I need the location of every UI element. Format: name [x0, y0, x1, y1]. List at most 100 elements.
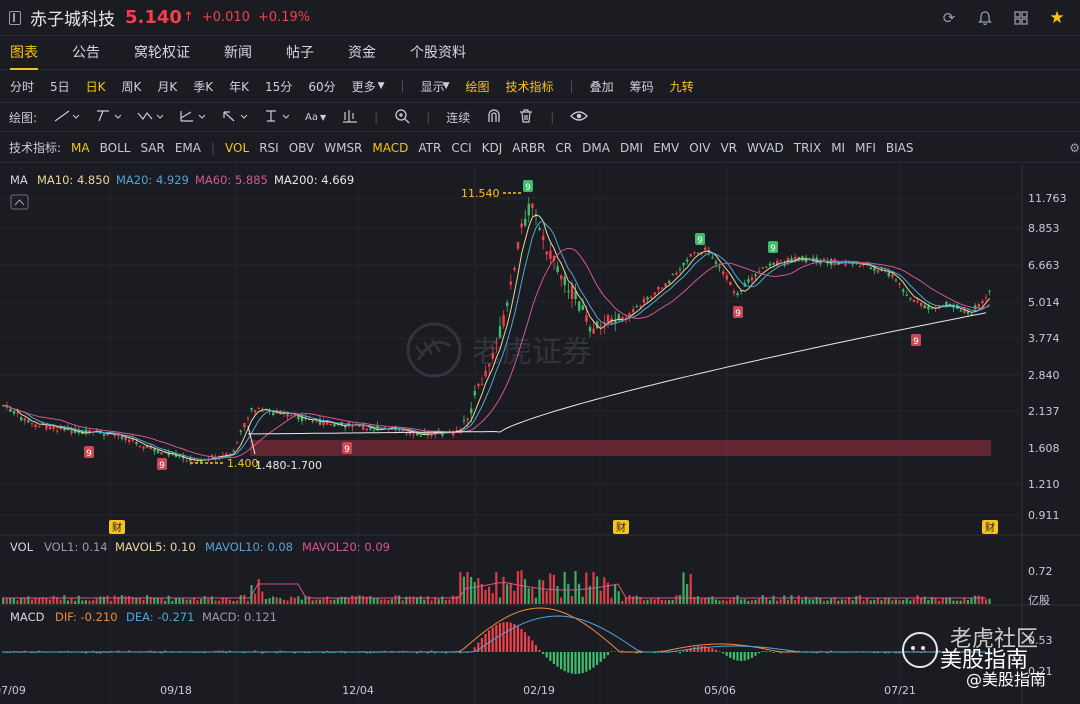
candle-body [156, 450, 160, 453]
volume-bar [452, 595, 455, 604]
indicator-boll[interactable]: BOLL [99, 140, 131, 155]
volume-bar [419, 596, 422, 604]
chevron-up-icon[interactable] [14, 199, 25, 206]
macd-bar [369, 652, 372, 654]
line-tool-icon[interactable] [53, 109, 80, 126]
kline-chart[interactable]: 老虎证券 11.540 1.400 1.480-1.700 9 9 9 9 9 9 9 9 财… [0, 164, 1080, 704]
indicator-dma[interactable]: DMA [582, 140, 610, 155]
td-nine-label: 9 [344, 445, 350, 455]
star-icon[interactable]: ★ [1049, 8, 1065, 28]
indicator-ma[interactable]: MA [71, 140, 90, 155]
indicator-bias[interactable]: BIAS [885, 140, 914, 155]
community-watermark: 老虎社区 美股指南 @美股指南 [902, 627, 1046, 689]
indicator-toggle[interactable]: 技术指标 [505, 79, 554, 94]
indicator-dmi[interactable]: DMI [619, 140, 644, 155]
td-nine-label: 9 [86, 449, 92, 459]
trash-icon[interactable] [518, 108, 534, 127]
candle-body [642, 298, 646, 303]
volume-bar [52, 595, 55, 604]
period-60min[interactable]: 60分 [308, 79, 336, 94]
fib-tool-icon[interactable] [179, 109, 206, 126]
tab-chart[interactable]: 图表 [10, 36, 38, 70]
grid-icon[interactable] [1008, 6, 1034, 30]
macd-bar [416, 652, 419, 654]
indicator-ema[interactable]: EMA [174, 140, 201, 155]
indicator-kdj[interactable]: KDJ [481, 140, 503, 155]
volume-bar [498, 597, 501, 604]
refresh-icon[interactable]: ⟳ [942, 9, 956, 27]
zoom-icon[interactable] [394, 108, 410, 127]
channel-tool-icon[interactable] [95, 109, 122, 126]
macd-bar [578, 652, 581, 674]
indicator-oiv[interactable]: OIV [689, 140, 711, 155]
tab-capital[interactable]: 资金 [348, 44, 376, 61]
support-zone [250, 440, 991, 456]
period-daily[interactable]: 日K [85, 79, 106, 94]
tab-profile[interactable]: 个股资料 [410, 44, 466, 61]
tab-announcements[interactable]: 公告 [72, 44, 100, 61]
period-yearly[interactable]: 年K [229, 79, 250, 94]
indicator-cci[interactable]: CCI [451, 140, 472, 155]
tab-news[interactable]: 新闻 [224, 44, 252, 61]
volume-bar [174, 597, 177, 604]
volume-bar [837, 600, 840, 604]
period-selector: 分时 5日 日K 周K 月K 季K 年K 15分 60分 更多 ▼ | 显示 ▼… [0, 71, 1080, 101]
eye-icon[interactable] [570, 109, 589, 126]
wave-tool-icon[interactable] [137, 109, 164, 126]
period-15min[interactable]: 15分 [265, 79, 293, 94]
period-weekly[interactable]: 周K [121, 79, 142, 94]
macd-bar [261, 652, 264, 654]
indicator-wmsr[interactable]: WMSR [324, 140, 363, 155]
period-quarterly[interactable]: 季K [193, 79, 214, 94]
arrow-tool-icon[interactable] [221, 109, 248, 126]
text-tool-icon[interactable]: Aa ▼ [305, 111, 327, 123]
tab-warrants[interactable]: 窝轮权证 [134, 44, 190, 61]
macd-bar [938, 650, 941, 652]
volume-bar [858, 595, 861, 604]
collapse-button[interactable] [10, 194, 29, 210]
period-5day[interactable]: 5日 [50, 79, 70, 94]
indicator-trix[interactable]: TRIX [793, 140, 822, 155]
bell-icon[interactable] [972, 6, 998, 30]
display-menu[interactable]: 显示 [420, 79, 445, 94]
period-more[interactable]: 更多 [351, 79, 376, 94]
td-nine-toggle[interactable]: 九转 [669, 79, 694, 94]
indicator-mi[interactable]: MI [831, 140, 846, 155]
tab-posts[interactable]: 帖子 [286, 44, 314, 61]
continuous-draw-button[interactable]: 连续 [446, 110, 471, 125]
indicator-vr[interactable]: VR [720, 140, 737, 155]
volume-bar [318, 599, 321, 604]
candle-body [470, 408, 473, 414]
candle-body [549, 250, 552, 259]
chevron-down-icon[interactable]: ▼ [377, 81, 385, 91]
indicator-emv[interactable]: EMV [653, 140, 680, 155]
high-price-label: 11.540 [461, 187, 500, 200]
measure-tool-icon[interactable] [263, 109, 290, 126]
indicator-wvad[interactable]: WVAD [747, 140, 784, 155]
magnet-icon[interactable] [486, 108, 502, 127]
candle-body [970, 314, 973, 316]
indicator-arbr[interactable]: ARBR [512, 140, 546, 155]
period-intraday[interactable]: 分时 [10, 79, 35, 94]
indicator-obv[interactable]: OBV [288, 140, 315, 155]
draw-toggle[interactable]: 绘图 [465, 79, 490, 94]
indicator-cr[interactable]: CR [555, 140, 573, 155]
indicator-mfi[interactable]: MFI [855, 140, 876, 155]
candle-body [27, 420, 30, 423]
candle-body [916, 301, 919, 303]
indicator-rsi[interactable]: RSI [259, 140, 279, 155]
settings-gear-icon[interactable]: ⚙ [1069, 140, 1080, 155]
indicator-sar[interactable]: SAR [140, 140, 165, 155]
chips-toggle[interactable]: 筹码 [629, 79, 654, 94]
overlay-toggle[interactable]: 叠加 [589, 79, 614, 94]
indicator-vol[interactable]: VOL [225, 140, 250, 155]
bar-tool-icon[interactable] [342, 109, 358, 126]
volume-bar [714, 599, 717, 604]
volume-bar [840, 599, 843, 604]
volume-bar [434, 596, 437, 604]
sidebar-toggle-icon[interactable] [9, 11, 21, 25]
indicator-macd[interactable]: MACD [372, 140, 409, 155]
period-monthly[interactable]: 月K [157, 79, 178, 94]
indicator-atr[interactable]: ATR [418, 140, 442, 155]
chevron-down-icon[interactable]: ▼ [442, 81, 450, 91]
